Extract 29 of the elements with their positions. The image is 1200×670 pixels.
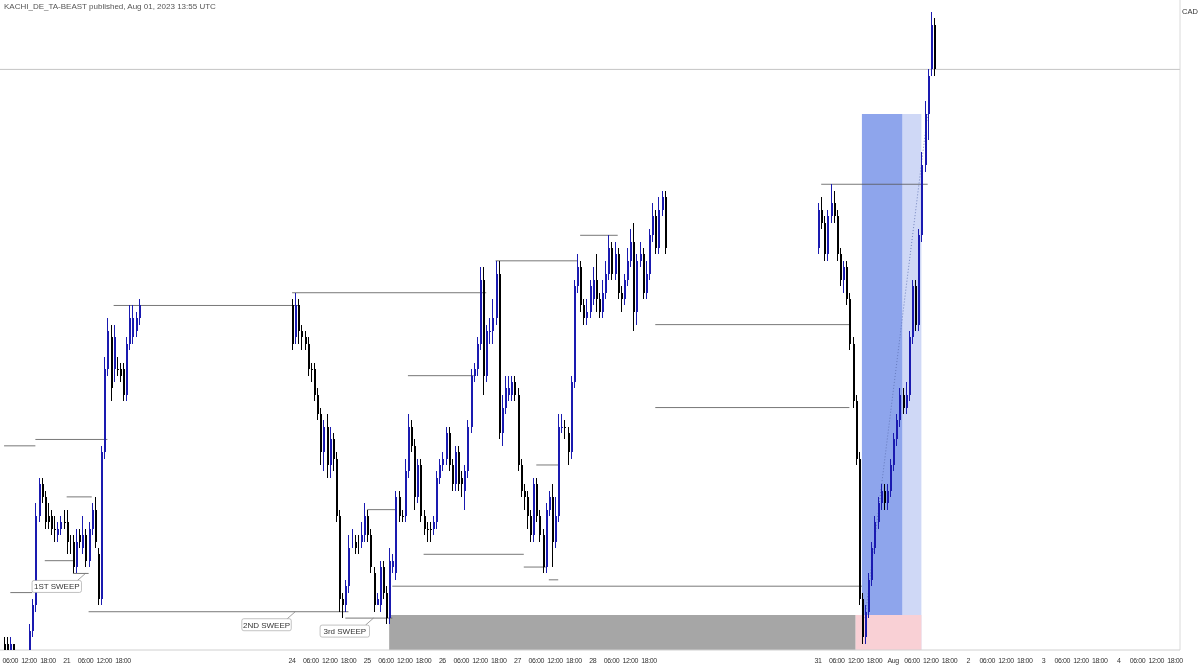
- candlestick: [639, 241, 642, 268]
- callout: 2ND SWEEP: [241, 611, 296, 631]
- candlestick: [131, 304, 134, 345]
- candlestick: [354, 534, 357, 555]
- candlestick: [116, 356, 119, 377]
- candlestick: [429, 521, 432, 543]
- candlestick: [66, 509, 69, 555]
- candlestick: [78, 528, 81, 549]
- candlestick: [661, 190, 664, 217]
- candlestick: [491, 298, 494, 345]
- candlestick: [830, 183, 833, 224]
- callout: 1ST SWEEP: [31, 573, 86, 593]
- callout: 3rd SWEEP: [319, 617, 374, 638]
- candlestick: [363, 502, 366, 543]
- candlestick: [585, 298, 588, 326]
- candlestick: [614, 241, 617, 281]
- annotation: 3rd SWEEP: [323, 627, 367, 637]
- candlestick: [842, 260, 845, 294]
- annotation: 2ND SWEEP: [242, 620, 291, 630]
- annotation: 1ST SWEEP: [33, 582, 80, 592]
- candlestick: [513, 375, 516, 402]
- candlestick: [902, 387, 905, 415]
- candlestick: [53, 515, 56, 543]
- candlestick: [883, 483, 886, 511]
- candlestick: [567, 426, 570, 466]
- chart-title: KACHI_DE_TA-BEAST published, Aug 01, 2023 13:55 UTC: [4, 2, 217, 11]
- candlestick: [59, 515, 62, 536]
- candlestick: [510, 375, 513, 402]
- candlestick: [563, 419, 566, 440]
